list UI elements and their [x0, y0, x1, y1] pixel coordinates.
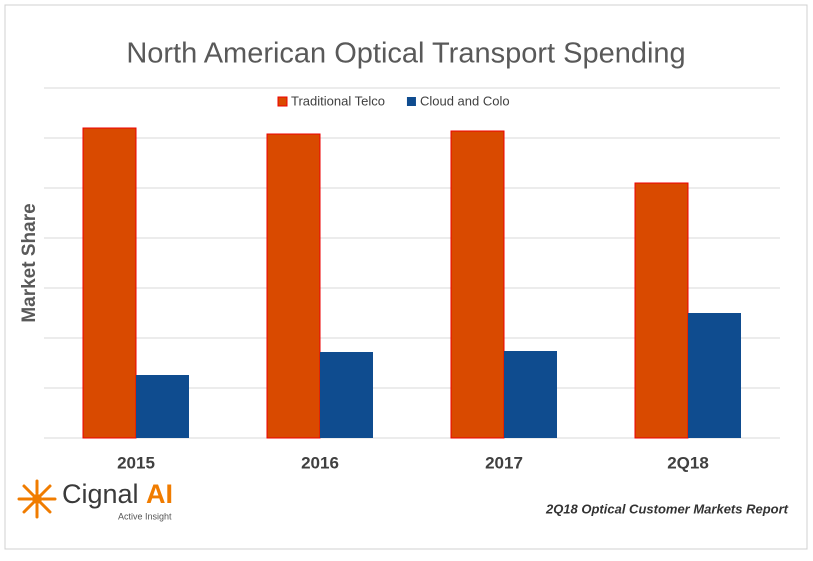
- y-axis-label: Market Share: [19, 203, 40, 322]
- bar: [82, 127, 137, 439]
- legend-swatch: [277, 96, 288, 107]
- x-tick-label: 2015: [117, 453, 155, 472]
- legend-swatch: [406, 97, 416, 106]
- bar: [450, 130, 505, 439]
- bar: [504, 351, 557, 438]
- logo-text: Cignal: [62, 479, 139, 509]
- bar: [320, 352, 373, 438]
- chart-title: North American Optical Transport Spendin…: [126, 38, 685, 70]
- bar: [634, 182, 689, 439]
- source-note: 2Q18 Optical Customer Markets Report: [545, 501, 789, 516]
- x-tick-label: 2017: [485, 453, 523, 472]
- bar: [266, 133, 321, 439]
- logo-tagline: Active Insight: [118, 511, 172, 521]
- bar: [136, 375, 189, 438]
- logo-accent: AI: [146, 479, 173, 509]
- legend-label: Cloud and Colo: [420, 93, 510, 108]
- x-tick-label: 2016: [301, 453, 339, 472]
- x-tick-label: 2Q18: [667, 453, 709, 472]
- logo: [17, 479, 57, 519]
- legend-label: Traditional Telco: [291, 93, 385, 108]
- bar: [688, 313, 741, 438]
